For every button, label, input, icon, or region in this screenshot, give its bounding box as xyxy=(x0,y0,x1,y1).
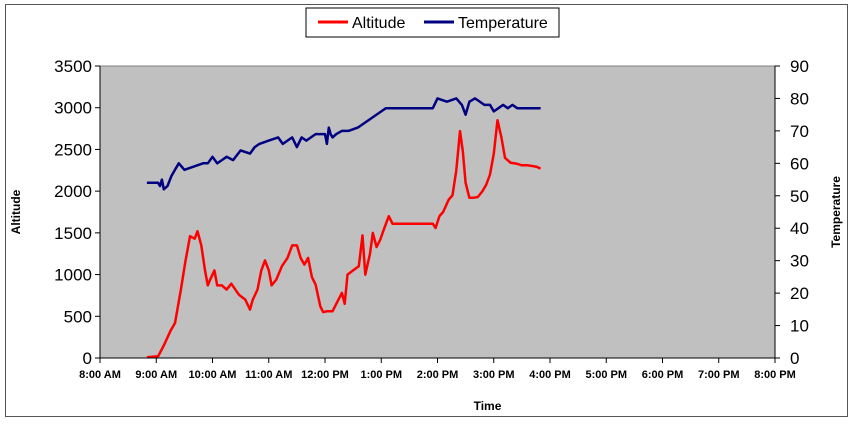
left-y-tick-label: 1500 xyxy=(54,224,92,243)
left-y-tick-label: 2500 xyxy=(54,140,92,159)
x-tick-label: 10:00 AM xyxy=(189,369,237,381)
x-tick-label: 6:00 PM xyxy=(642,369,684,381)
x-tick-label: 11:00 AM xyxy=(245,369,292,381)
plot-background xyxy=(99,65,776,359)
right-y-tick-label: 30 xyxy=(790,252,809,271)
left-y-axis-title: Altitude xyxy=(9,189,23,234)
x-tick-label: 9:00 AM xyxy=(135,369,177,381)
plot-area xyxy=(99,65,776,359)
x-tick-label: 3:00 PM xyxy=(473,369,515,381)
x-tick-label: 5:00 PM xyxy=(585,369,627,381)
right-y-tick-label: 70 xyxy=(790,122,809,141)
x-tick-label: 1:00 PM xyxy=(360,369,402,381)
series-line-altitude xyxy=(146,118,542,359)
right-y-tick-label: 10 xyxy=(790,317,809,336)
x-tick-label: 4:00 PM xyxy=(529,369,571,381)
legend-label-temperature: Temperature xyxy=(458,15,548,32)
x-axis-title: Time xyxy=(474,399,502,413)
left-y-tick-label: 2000 xyxy=(54,182,92,201)
right-y-tick-label: 60 xyxy=(790,154,809,173)
right-y-tick-label: 40 xyxy=(790,219,809,238)
right-y-axis-title: Temperature xyxy=(829,176,843,248)
axes: 0 500 1000 1500 2000 2500 3000 3500 0 10 20 30 40 50 6… xyxy=(9,57,843,413)
legend-label-altitude: Altitude xyxy=(352,15,405,32)
legend: Altitude Temperature xyxy=(305,7,560,38)
x-tick-label: 12:00 PM xyxy=(301,369,349,381)
chart-frame xyxy=(5,4,848,417)
right-y-tick-label: 20 xyxy=(790,284,809,303)
right-y-tick-label: 50 xyxy=(790,187,809,206)
right-y-tick-label: 80 xyxy=(790,89,809,108)
right-y-tick-label: 90 xyxy=(790,57,809,76)
series-lines xyxy=(146,97,542,359)
x-tick-label: 8:00 AM xyxy=(79,369,121,381)
x-tick-label: 8:00 PM xyxy=(754,369,796,381)
left-y-tick-label: 3000 xyxy=(54,99,92,118)
left-y-tick-label: 0 xyxy=(83,349,92,368)
right-y-tick-label: 0 xyxy=(790,349,799,368)
left-y-tick-label: 1000 xyxy=(54,266,92,285)
series-line-temperature xyxy=(146,97,541,191)
left-y-tick-label: 3500 xyxy=(54,57,92,76)
left-y-tick-label: 500 xyxy=(64,307,92,326)
x-tick-label: 7:00 PM xyxy=(698,369,740,381)
x-tick-label: 2:00 PM xyxy=(417,369,459,381)
